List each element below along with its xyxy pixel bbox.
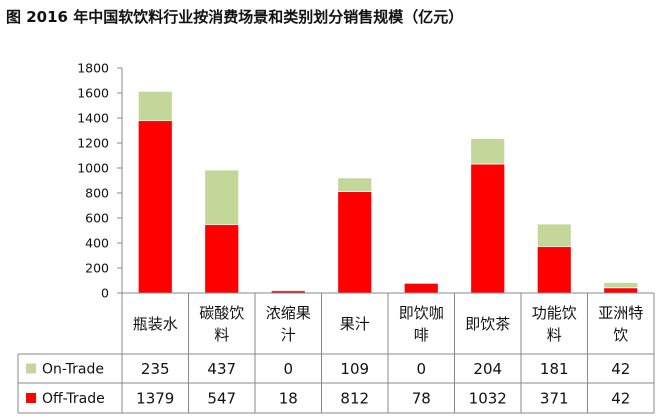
data-table-cell: 371: [540, 390, 569, 408]
y-tick-label: 1800: [77, 61, 109, 76]
legend-label-on-trade: On-Trade: [42, 362, 104, 378]
y-tick-label: 1000: [77, 161, 109, 176]
x-category-label: 功能饮: [532, 304, 577, 322]
bar-off-trade: [603, 287, 639, 294]
y-tick-label: 1400: [77, 111, 109, 126]
data-table-cell: 0: [416, 360, 426, 378]
bar-off-trade: [403, 282, 439, 294]
data-table-cell: 204: [473, 360, 502, 378]
bar-off-trade: [536, 246, 572, 294]
x-category-label: 料: [547, 326, 562, 344]
data-table-cell: 1379: [136, 390, 174, 408]
x-category-label: 即饮咖: [399, 304, 444, 322]
data-table-cell: 437: [207, 360, 236, 378]
bar-on-trade: [204, 169, 240, 226]
x-category-label: 亚洲特: [598, 304, 643, 322]
x-category-label: 汁: [281, 326, 296, 344]
bar-off-trade: [137, 120, 173, 294]
x-category-label: 浓缩果: [266, 304, 311, 322]
bar-on-trade: [603, 282, 639, 289]
data-table-cell: 78: [412, 390, 431, 408]
data-table-cell: 18: [279, 390, 298, 408]
bar-off-trade: [204, 224, 240, 294]
y-tick-label: 1200: [77, 136, 109, 151]
data-table-cell: 0: [283, 360, 293, 378]
x-category-label: 瓶装水: [133, 315, 178, 333]
x-category-label: 饮: [613, 326, 628, 344]
x-category-label: 料: [214, 326, 229, 344]
bar-off-trade: [470, 163, 506, 294]
data-table-cell: 235: [141, 360, 170, 378]
x-category-label: 果汁: [340, 315, 370, 333]
data-table-cell: 42: [611, 360, 630, 378]
legend-swatch-off-trade: [26, 393, 36, 403]
y-tick-label: 600: [85, 211, 109, 226]
data-table-cell: 1032: [469, 390, 507, 408]
bar-on-trade: [536, 223, 572, 248]
data-table-cell: 109: [340, 360, 369, 378]
data-table-cell: 812: [340, 390, 369, 408]
x-category-label: 碳酸饮: [199, 304, 244, 322]
x-category-label: 啡: [414, 326, 429, 344]
y-tick-label: 800: [85, 186, 109, 201]
bar-off-trade: [337, 191, 373, 294]
y-tick-label: 200: [85, 261, 109, 276]
data-table-cell: 42: [611, 390, 630, 408]
data-table-cell: 547: [207, 390, 236, 408]
bar-on-trade: [337, 177, 373, 192]
data-table-cell: 181: [540, 360, 569, 378]
chart-title: 图 2016 年中国软饮料行业按消费场景和类别划分销售规模（亿元）: [6, 8, 464, 26]
bar-on-trade: [137, 90, 173, 122]
y-tick-label: 400: [85, 236, 109, 251]
x-category-label: 即饮茶: [465, 315, 510, 333]
y-tick-label: 1600: [77, 86, 109, 101]
y-tick-label: 0: [101, 286, 109, 301]
legend-label-off-trade: Off-Trade: [42, 391, 105, 407]
bar-on-trade: [470, 138, 506, 165]
legend-swatch-on-trade: [26, 363, 36, 374]
